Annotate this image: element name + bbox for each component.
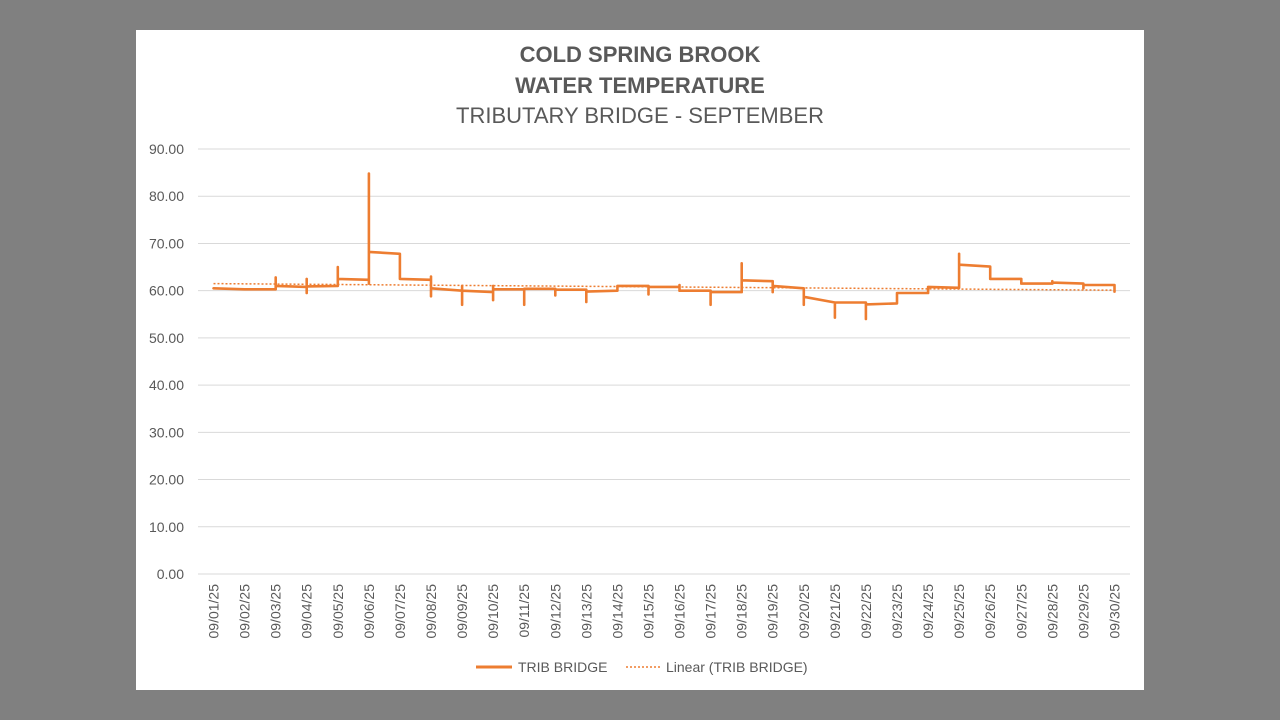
x-tick-label: 09/09/25	[454, 584, 470, 639]
y-tick-label: 60.00	[149, 283, 184, 299]
y-tick-label: 40.00	[149, 377, 184, 393]
x-tick-label: 09/15/25	[640, 584, 656, 639]
gridlines	[198, 148, 1130, 575]
x-tick-label: 09/01/25	[206, 584, 222, 639]
x-tick-label: 09/13/25	[578, 584, 594, 639]
y-tick-label: 30.00	[149, 424, 184, 440]
x-tick-label: 09/03/25	[268, 584, 284, 639]
x-tick-label: 09/24/25	[920, 584, 936, 639]
x-tick-label: 09/27/25	[1013, 584, 1029, 639]
legend-label-trib-bridge: TRIB BRIDGE	[518, 659, 607, 675]
x-tick-label: 09/17/25	[703, 584, 719, 639]
x-tick-label: 09/19/25	[765, 584, 781, 639]
x-tick-label: 09/02/25	[237, 584, 253, 639]
x-tick-label: 09/10/25	[485, 584, 501, 639]
line-chart: COLD SPRING BROOK WATER TEMPERATURE TRIB…	[149, 42, 1130, 675]
x-tick-label: 09/11/25	[516, 584, 532, 638]
chart-subtitle: TRIBUTARY BRIDGE - SEPTEMBER	[456, 103, 824, 128]
x-tick-label: 09/07/25	[392, 584, 408, 639]
x-tick-label: 09/29/25	[1075, 584, 1091, 639]
chart-card: COLD SPRING BROOK WATER TEMPERATURE TRIB…	[136, 30, 1144, 690]
series-line-trib-bridge	[212, 172, 1116, 321]
x-tick-label: 09/25/25	[951, 584, 967, 639]
x-tick-label: 09/23/25	[889, 584, 905, 639]
plot-area	[212, 172, 1116, 321]
x-tick-label: 09/06/25	[361, 584, 377, 639]
y-tick-label: 90.00	[149, 141, 184, 157]
x-tick-label: 09/18/25	[734, 584, 750, 639]
y-tick-label: 70.00	[149, 235, 184, 251]
x-axis-ticks: 09/01/25 09/02/25 09/03/25 09/04/25 09/05/25…	[206, 584, 1123, 639]
chart-title-line-1: COLD SPRING BROOK	[520, 42, 761, 67]
x-tick-label: 09/26/25	[982, 584, 998, 639]
y-tick-label: 0.00	[157, 566, 184, 582]
x-tick-label: 09/14/25	[609, 584, 625, 639]
y-tick-label: 50.00	[149, 330, 184, 346]
x-tick-label: 09/04/25	[299, 584, 315, 639]
x-tick-label: 09/21/25	[827, 584, 843, 639]
y-tick-label: 10.00	[149, 519, 184, 535]
chart-title-line-2: WATER TEMPERATURE	[515, 73, 765, 98]
x-tick-label: 09/12/25	[547, 584, 563, 639]
x-tick-label: 09/08/25	[423, 584, 439, 639]
x-tick-label: 09/16/25	[672, 584, 688, 639]
legend: TRIB BRIDGE Linear (TRIB BRIDGE)	[476, 659, 808, 675]
y-tick-label: 80.00	[149, 188, 184, 204]
x-tick-label: 09/05/25	[330, 584, 346, 639]
x-tick-label: 09/22/25	[858, 584, 874, 639]
legend-label-linear-trend: Linear (TRIB BRIDGE)	[666, 659, 808, 675]
x-tick-label: 09/20/25	[796, 584, 812, 639]
y-tick-label: 20.00	[149, 472, 184, 488]
y-axis-ticks: 0.00 10.00 20.00 30.00 40.00 50.00 60.00 70.00 8…	[149, 141, 184, 582]
x-tick-label: 09/28/25	[1044, 584, 1060, 639]
x-tick-label: 09/30/25	[1106, 584, 1122, 639]
